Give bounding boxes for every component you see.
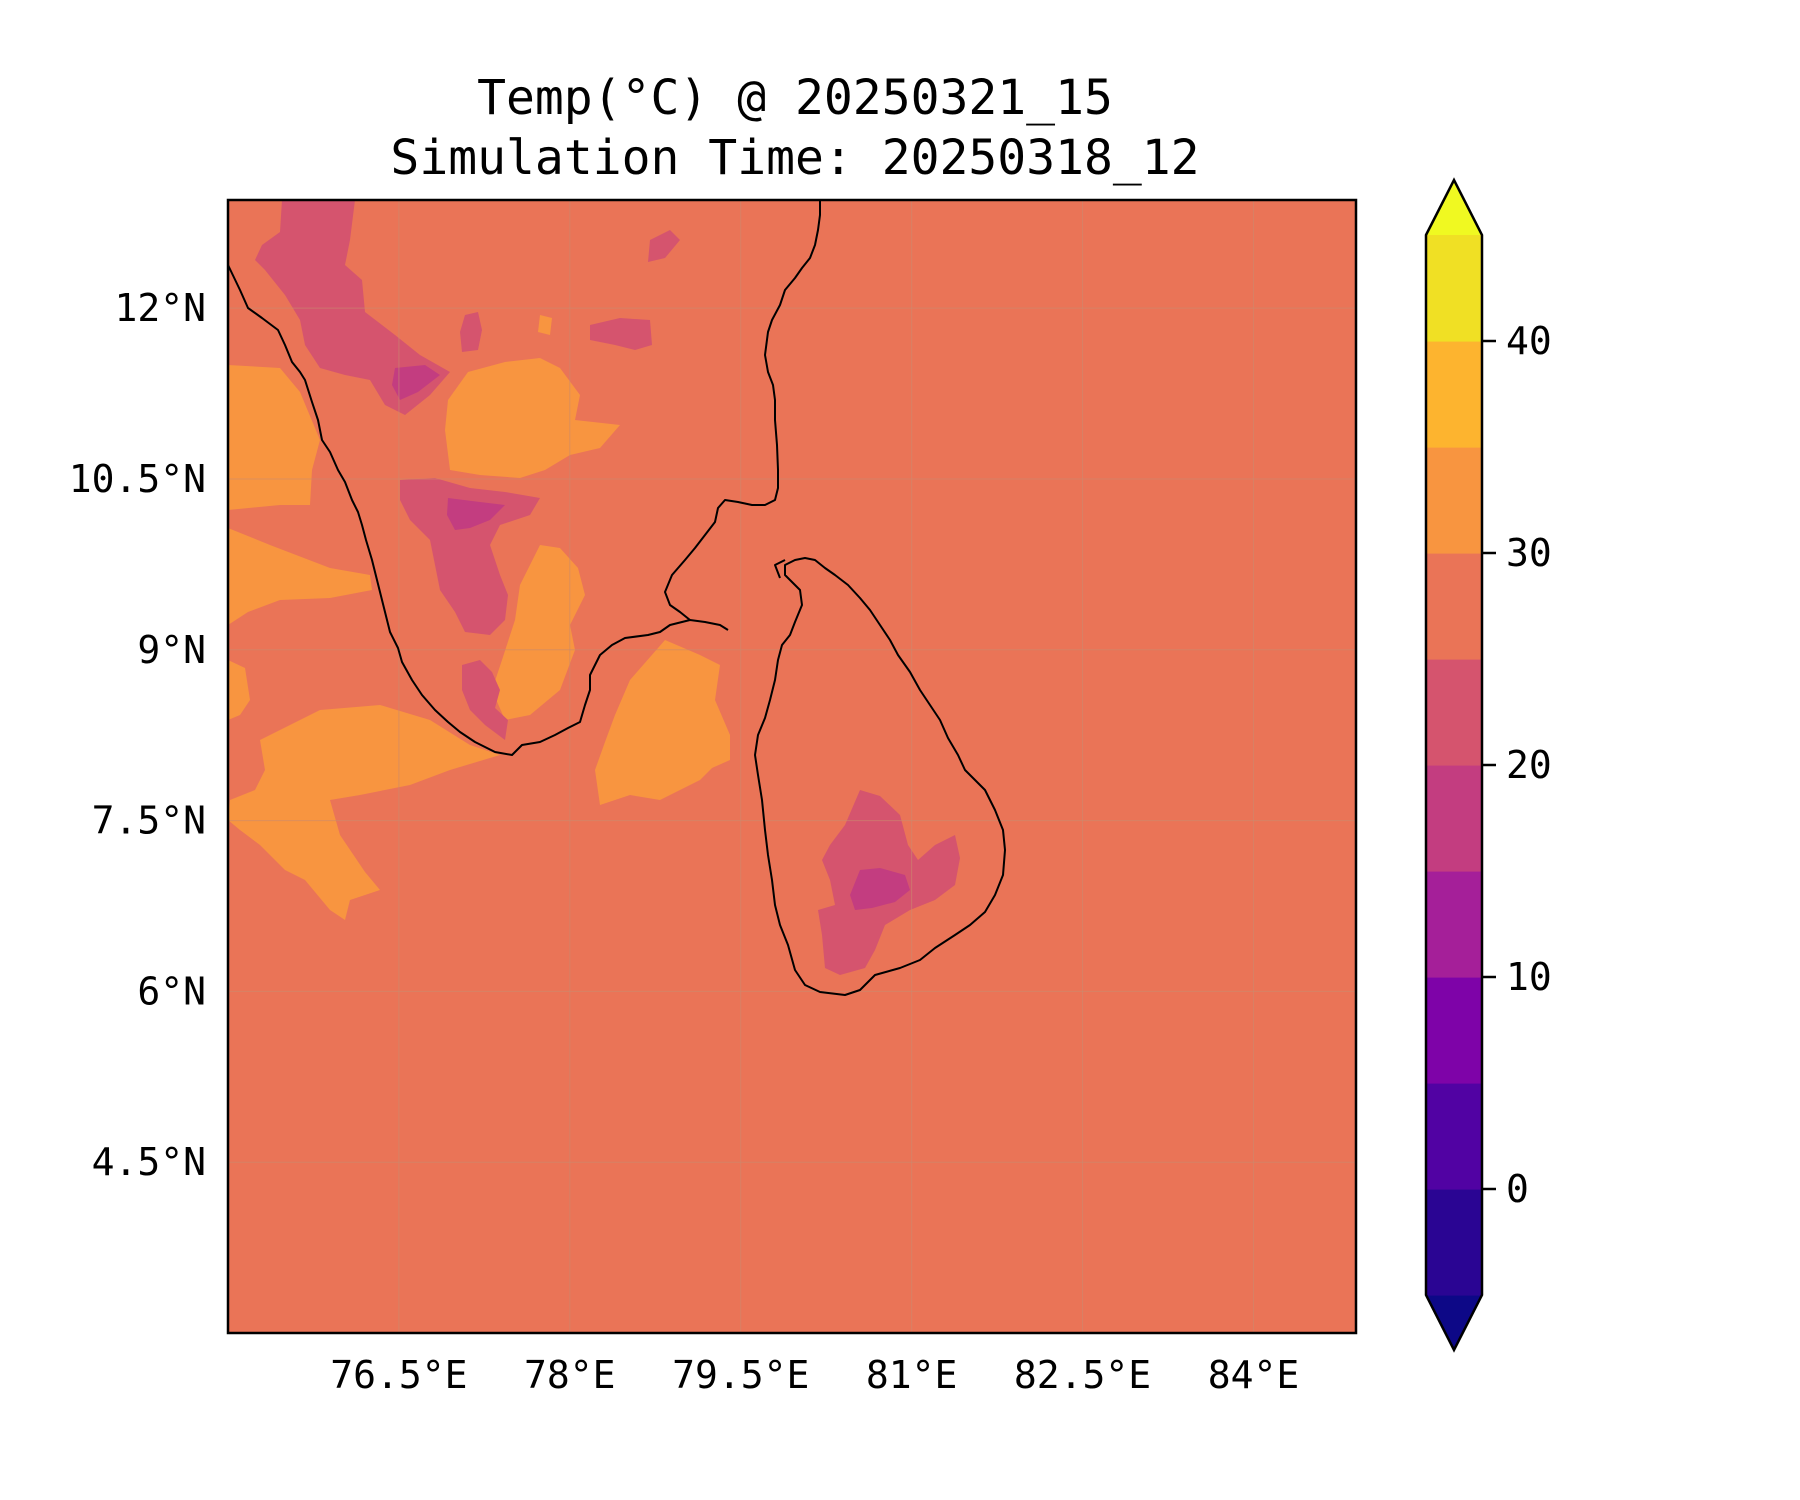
colorbar-extend-min: [1426, 1295, 1482, 1350]
coastline-sri-lanka: [754, 557, 1006, 996]
contour-cool-east-small-2: [648, 230, 680, 262]
colorbar: 0 10 20 30 40: [1424, 177, 1552, 1353]
contour-warm-sea-south: [228, 705, 500, 920]
y-tick-label: 6°N: [137, 969, 206, 1013]
x-tick-label: 79.5°E: [672, 1353, 809, 1397]
colorbar-segment: [1426, 1189, 1482, 1296]
colorbar-tick-label: 30: [1506, 531, 1552, 575]
x-tick-label: 78°E: [524, 1353, 616, 1397]
contour-cool-hill-small: [460, 312, 482, 352]
x-tick-label: 84°E: [1208, 1353, 1300, 1397]
contour-cool-east-small-1: [590, 318, 652, 350]
chart-subtitle: Simulation Time: 20250318_12: [390, 130, 1200, 186]
contour-warm-gulf-mannar: [595, 640, 730, 805]
y-tick-label: 9°N: [137, 628, 206, 672]
colorbar-tick-label: 20: [1506, 743, 1552, 787]
colorbar-tick-label: 40: [1506, 319, 1552, 363]
colorbar-extend-max: [1426, 180, 1482, 235]
x-tick-label: 81°E: [866, 1353, 958, 1397]
colorbar-segment: [1426, 871, 1482, 978]
coastline-india-east: [664, 200, 821, 621]
x-tick-label: 82.5°E: [1014, 1353, 1151, 1397]
colorbar-segment: [1426, 235, 1482, 342]
colorbar-segment: [1426, 765, 1482, 872]
colorbar-outline: [1424, 177, 1484, 1353]
y-tick-label: 12°N: [114, 286, 206, 330]
x-axis-ticks: 76.5°E 78°E 79.5°E 81°E 82.5°E 84°E: [330, 1353, 1299, 1397]
y-tick-label: 4.5°N: [92, 1140, 206, 1184]
map-panel: 76.5°E 78°E 79.5°E 81°E 82.5°E 84°E 12°N 10.5°…: [69, 198, 1358, 1397]
coastline-sri-lanka-jaffna: [774, 559, 786, 579]
contour-warm-tamil-nadu-2: [492, 545, 585, 720]
y-tick-label: 10.5°N: [69, 457, 206, 501]
contour-warm-kerala-north: [228, 365, 320, 510]
colorbar-segment: [1426, 341, 1482, 448]
gridlines: [228, 200, 1356, 1333]
colorbar-segment: [1426, 1083, 1482, 1190]
contour-warm-tamil-nadu-1: [445, 358, 620, 478]
contour-warm-small-1: [538, 315, 552, 335]
coastlines: [228, 200, 1006, 996]
chart-title: Temp(°C) @ 20250321_15: [477, 70, 1113, 126]
temperature-contours: [228, 200, 960, 975]
colorbar-segment: [1426, 977, 1482, 1084]
colorbar-tick-label: 10: [1506, 955, 1552, 999]
coastline-india-west: [228, 264, 729, 756]
contour-colder-north: [392, 365, 440, 400]
contour-cool-western-ghats-north: [255, 200, 450, 415]
contour-cool-ghats-south: [462, 660, 508, 740]
contour-colder-sri-lanka: [850, 868, 910, 910]
colorbar-segment: [1426, 659, 1482, 766]
x-tick-label: 76.5°E: [330, 1353, 467, 1397]
contour-warm-coast-strip: [228, 660, 250, 720]
contour-cool-ghats-mid: [400, 478, 540, 635]
contour-warm-west-coast: [228, 528, 372, 625]
colorbar-segment: [1426, 553, 1482, 660]
y-tick-label: 7.5°N: [92, 799, 206, 843]
map-frame: [226, 198, 1358, 1335]
colorbar-tick-label: 0: [1506, 1167, 1529, 1211]
contour-colder-mid: [447, 498, 505, 530]
colorbar-segment: [1426, 447, 1482, 554]
y-axis-ticks: 12°N 10.5°N 9°N 7.5°N 6°N 4.5°N: [69, 286, 206, 1184]
